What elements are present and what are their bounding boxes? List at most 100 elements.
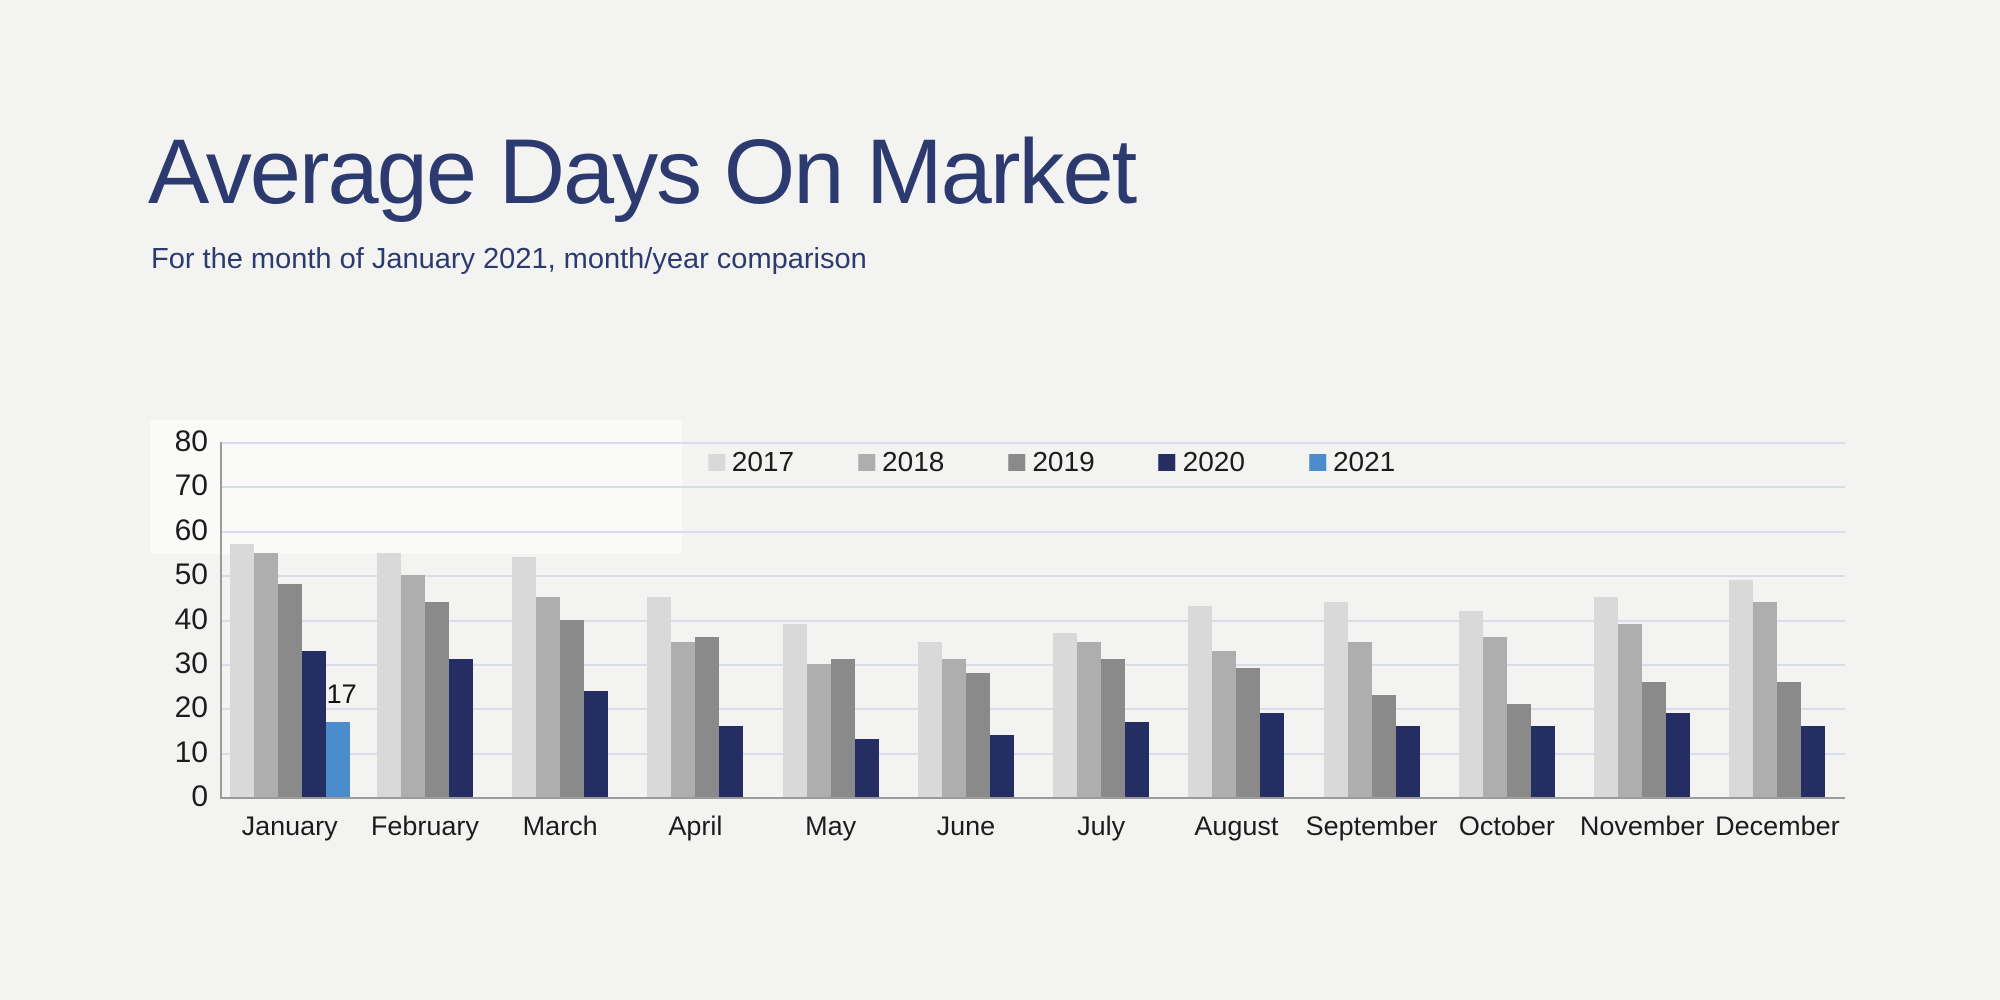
legend-item-2021: 2021 <box>1308 446 1396 478</box>
legend-label-2017: 2017 <box>731 446 795 477</box>
y-tick-label-50: 50 <box>174 558 208 592</box>
bar-2018-january <box>253 552 278 797</box>
legend-swatch-2018 <box>858 453 876 471</box>
bar-2020-february <box>448 659 473 797</box>
bar-2017-august <box>1188 606 1213 797</box>
bar-2018-december <box>1753 601 1778 797</box>
gridline-40 <box>222 619 1845 622</box>
legend-swatch-2019 <box>1008 453 1026 471</box>
bar-2017-may <box>782 623 807 797</box>
x-tick-label-january: January <box>241 811 338 841</box>
y-tick-label-10: 10 <box>174 735 208 769</box>
bar-2018-march <box>536 597 561 797</box>
bar-2017-july <box>1053 632 1078 797</box>
bar-2020-august <box>1260 712 1285 797</box>
y-tick-label-70: 70 <box>174 469 208 503</box>
bar-2020-april <box>719 726 744 797</box>
bar-2017-june <box>917 641 942 797</box>
gridline-10 <box>222 752 1845 755</box>
legend-item-2020: 2020 <box>1158 446 1245 478</box>
bar-2018-july <box>1077 641 1102 797</box>
bar-2020-september <box>1395 726 1420 797</box>
bar-2017-december <box>1729 579 1754 797</box>
x-tick-label-december: December <box>1715 811 1840 841</box>
x-axis-line <box>220 797 1845 799</box>
x-axis-labels: January February March April May June July Augu… <box>222 811 1845 851</box>
x-tick-label-april: April <box>668 811 723 841</box>
bar-2020-december <box>1801 726 1826 797</box>
bar-2020-may <box>854 739 879 797</box>
gridline-60 <box>222 530 1845 533</box>
x-tick-label-september: September <box>1305 811 1438 841</box>
y-tick-label-20: 20 <box>174 691 208 725</box>
bar-2018-may <box>806 663 831 797</box>
legend-swatch-2021 <box>1308 453 1326 471</box>
bar-2019-december <box>1777 681 1802 797</box>
legend-item-2019: 2019 <box>1008 446 1095 478</box>
bar-2019-may <box>830 659 855 797</box>
bar-2019-march <box>560 619 585 797</box>
legend-label-2019: 2019 <box>1032 446 1095 477</box>
bar-2017-april <box>647 597 672 797</box>
x-tick-label-august: August <box>1194 811 1279 841</box>
bar-2018-august <box>1212 650 1237 797</box>
bar-2017-march <box>512 557 537 797</box>
legend-item-2018: 2018 <box>858 446 944 478</box>
y-axis-line <box>220 442 222 797</box>
bar-2018-october <box>1482 637 1507 797</box>
bar-2017-january <box>229 544 254 797</box>
bar-2018-june <box>941 659 966 797</box>
bar-2019-november <box>1642 681 1667 797</box>
bar-2019-july <box>1101 659 1126 797</box>
data-label-2021-january: 17 <box>326 678 357 709</box>
gridline-30 <box>222 663 1845 666</box>
bar-2017-february <box>376 552 401 797</box>
bar-2020-march <box>584 690 609 797</box>
bar-2017-september <box>1323 601 1348 797</box>
bar-2020-october <box>1530 726 1555 797</box>
gridline-80 <box>222 442 1845 444</box>
gridline-70 <box>222 486 1845 489</box>
bar-2020-july <box>1125 721 1150 797</box>
x-tick-label-may: May <box>805 811 857 841</box>
bar-2018-february <box>400 575 425 797</box>
chart-legend: 2017 2018 2019 2020 2021 <box>707 446 1396 478</box>
bar-2020-june <box>989 734 1014 797</box>
x-tick-label-march: March <box>522 811 598 841</box>
bar-2020-november <box>1666 712 1691 797</box>
gridline-20 <box>222 708 1845 711</box>
legend-item-2017: 2017 <box>707 446 795 478</box>
y-axis-labels: 0 10 20 30 40 50 60 70 80 <box>0 425 208 813</box>
x-tick-label-july: July <box>1077 811 1126 841</box>
x-tick-label-february: February <box>370 811 479 841</box>
bar-2021-january <box>325 721 350 797</box>
legend-swatch-2017 <box>707 453 725 471</box>
bar-2020-january <box>301 650 326 797</box>
y-tick-label-0: 0 <box>191 780 208 813</box>
x-tick-label-october: October <box>1458 811 1555 841</box>
legend-label-2020: 2020 <box>1182 446 1245 477</box>
bar-2019-september <box>1371 694 1396 797</box>
x-tick-label-november: November <box>1579 811 1705 841</box>
page-subtitle: For the month of January 2021, month/yea… <box>151 243 867 275</box>
plot-area: 2017 2018 2019 2020 2021 17 <box>220 442 1845 799</box>
bar-2018-april <box>671 641 696 797</box>
x-tick-label-june: June <box>936 811 996 841</box>
y-tick-label-60: 60 <box>174 513 208 547</box>
bar-2017-november <box>1594 597 1619 797</box>
gridline-50 <box>222 575 1845 578</box>
bar-2018-september <box>1347 641 1372 797</box>
legend-label-2021: 2021 <box>1332 446 1396 477</box>
y-tick-label-40: 40 <box>174 602 208 636</box>
y-tick-label-30: 30 <box>174 646 208 680</box>
bar-2019-october <box>1506 703 1531 797</box>
bar-2019-february <box>424 601 449 797</box>
bar-2017-october <box>1458 610 1483 797</box>
legend-swatch-2020 <box>1158 453 1176 471</box>
page-title: Average Days On Market <box>148 121 1137 223</box>
legend-label-2018: 2018 <box>882 446 945 477</box>
bar-2019-january <box>277 584 302 797</box>
bar-2019-june <box>965 672 990 797</box>
bar-2019-april <box>695 637 720 797</box>
